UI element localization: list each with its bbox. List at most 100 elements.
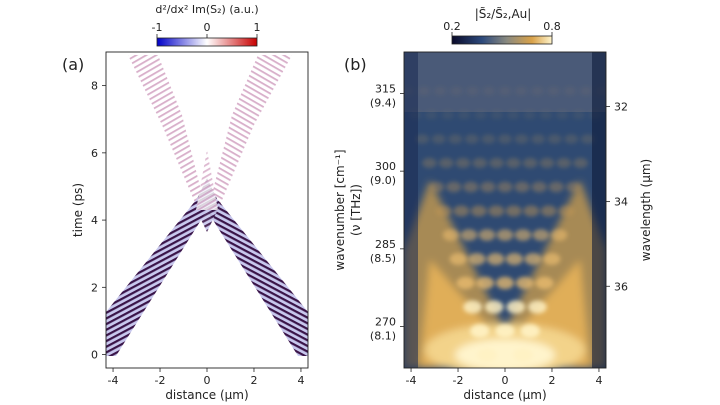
panel-b-interference-maximum (422, 158, 437, 168)
panel-b-interference-maximum (528, 300, 547, 314)
panel-b-interference-maximum (514, 229, 532, 241)
panel-b-interference-maximum (515, 276, 534, 290)
panel-a-y-tick-label: 2 (91, 281, 98, 294)
panel-b-interference-maximum (415, 134, 430, 144)
panel-b-interference-maximum (515, 86, 528, 96)
panel-b-left-y-axis-label: wavenumber [cm⁻¹] (333, 149, 347, 270)
panel-b-interference-maximum (498, 86, 512, 96)
panel-a-x-axis-label: distance (μm) (165, 388, 248, 402)
panel-b-interference-maximum (435, 205, 452, 217)
panel-b-left-y-ticks: 315(9.4) 300(9.0) 285(8.5) 270(8.1) (370, 82, 404, 343)
panel-b-interference-maximum (524, 253, 542, 265)
panel-a-y-axis-label: time (ps) (71, 183, 85, 237)
colorbar-a-tick-label: 0 (204, 21, 211, 34)
panel-b-interference-maximum (523, 158, 538, 168)
panel-b-interference-maximum (482, 86, 495, 96)
panel-b-interference-maximum (472, 158, 487, 168)
panel-b-interference-maximum (487, 253, 505, 265)
panel-b-interference-maximum (490, 110, 504, 120)
panel-b-interference-maximum (481, 134, 496, 144)
panel-b-x-axis-label: distance (μm) (463, 388, 546, 402)
colorbar-a (156, 37, 258, 47)
colorbar-a-title: d²/dx² Im(S₂) (a.u.) (155, 3, 258, 16)
panel-a-y-tick-label: 6 (91, 147, 98, 160)
panel-b-left-y-tick-sublabel: (9.0) (370, 174, 396, 187)
panel-b-interference-maximum (505, 205, 522, 217)
panel-a-y-ticks: 0 2 4 6 8 (91, 80, 106, 362)
colorbar-b-title: |S̃₂/S̃₂,Au| (475, 7, 532, 21)
panel-b-interference-maximum (489, 158, 504, 168)
panel-b-interference-maximum (556, 158, 571, 168)
panel-b-interference-maximum (498, 134, 512, 144)
panel-b-interference-maximum (523, 205, 540, 217)
panel-b-interference-maximum (540, 205, 557, 217)
panel-b-interference-maximum (506, 158, 521, 168)
panel-b-left-y-tick-label: 270 (375, 316, 396, 329)
panel-b-interference-maximum (523, 110, 537, 120)
panel-b-interference-maximum (417, 86, 431, 96)
panel-b-left-y-tick-sublabel: (8.1) (370, 330, 396, 343)
panel-b-interference-maximum (434, 86, 447, 96)
panel-b-interference-maximum (555, 110, 569, 120)
panel-b-x-tick-label: -4 (406, 374, 417, 387)
panel-b-interference-maximum (565, 181, 581, 193)
panel-b-interference-maximum (543, 253, 561, 265)
panel-b-right-y-tick-label: 36 (614, 280, 628, 293)
panel-b-right-y-tick-label: 32 (614, 100, 628, 113)
panel-b-interference-maximum (579, 86, 593, 96)
panel-a-y-tick-label: 8 (91, 80, 98, 93)
panel-b-interference-maximum (531, 86, 544, 96)
panel-b-interference-maximum (558, 205, 575, 217)
panel-b-interference-maxima (404, 86, 606, 362)
panel-a-x-ticks: -4 -2 0 2 4 (108, 368, 304, 387)
panel-b-interference-maximum (463, 181, 479, 193)
colorbar-b-tick-label: 0.2 (443, 20, 461, 33)
panel-b-interference-maximum (547, 134, 562, 144)
panel-b-interference-maximum (539, 110, 553, 120)
panel-a-y-tick-label: 4 (91, 214, 98, 227)
panel-b-interference-maximum (580, 134, 595, 144)
panel-b-interference-maximum (547, 86, 560, 96)
panel-b-interference-maximum (448, 134, 463, 144)
panel-b-left-y-tick-sublabel: (8.5) (370, 252, 396, 265)
panel-b-left-y-tick-label: 315 (375, 82, 396, 95)
colorbar-a-ticks: -1 0 1 (152, 21, 261, 38)
panel-a-heatmap (106, 55, 308, 356)
panel-b-right-y-tick-label: 34 (614, 196, 628, 209)
panel-a-x-tick-label: 2 (250, 374, 257, 387)
panel-b-interference-maximum (564, 134, 579, 144)
panel-b-left-y-tick-sublabel: (9.4) (370, 96, 396, 109)
panel-b-x-tick-label: -2 (453, 374, 464, 387)
panel-b-interference-maximum (520, 324, 540, 338)
colorbar-a-tick-label: -1 (152, 21, 163, 34)
panel-b-interference-maximum (470, 324, 490, 338)
panel-b-interference-maximum (453, 205, 470, 217)
panel-b-interference-maximum (450, 86, 463, 96)
panel-b-interference-maximum (456, 276, 475, 290)
panel-b-left-y-tick-label: 285 (375, 238, 396, 251)
colorbar-b-ticks: 0.2 0.8 (443, 20, 561, 36)
panel-b-interference-maximum (446, 181, 462, 193)
panel-b-left-y-tick-label: 300 (375, 160, 396, 173)
panel-b-heatmap (404, 52, 606, 368)
panel-a-x-tick-label: -4 (108, 374, 119, 387)
panel-a-x-tick-label: -2 (155, 374, 166, 387)
panel-b-left-y-axis-sublabel: (ν [THz]) (349, 184, 363, 236)
panel-b-interference-maximum (514, 134, 529, 144)
panel-b-x-ticks: -4 -2 0 2 4 (406, 368, 602, 387)
panel-b-interference-maximum (455, 158, 471, 168)
panel-b-interference-maximum (460, 229, 478, 241)
panel-b-interference-maximum (513, 348, 533, 362)
panel-b-label: (b) (344, 55, 367, 74)
panel-b-interference-maximum (548, 181, 564, 193)
panel-b-interference-maximum (573, 158, 588, 168)
panel-b-interference-maximum (478, 229, 496, 241)
panel-b-interference-maximum (449, 253, 467, 265)
panel-b-interference-maximum (550, 229, 568, 241)
panel-b-interference-maximum (457, 110, 471, 120)
panel-b-interference-maximum (439, 158, 454, 168)
panel-b-interference-maximum (532, 229, 550, 241)
panel-b-interference-maximum (505, 253, 523, 265)
panel-b-interference-maximum (470, 205, 487, 217)
panel-b-interference-maximum (431, 134, 446, 144)
